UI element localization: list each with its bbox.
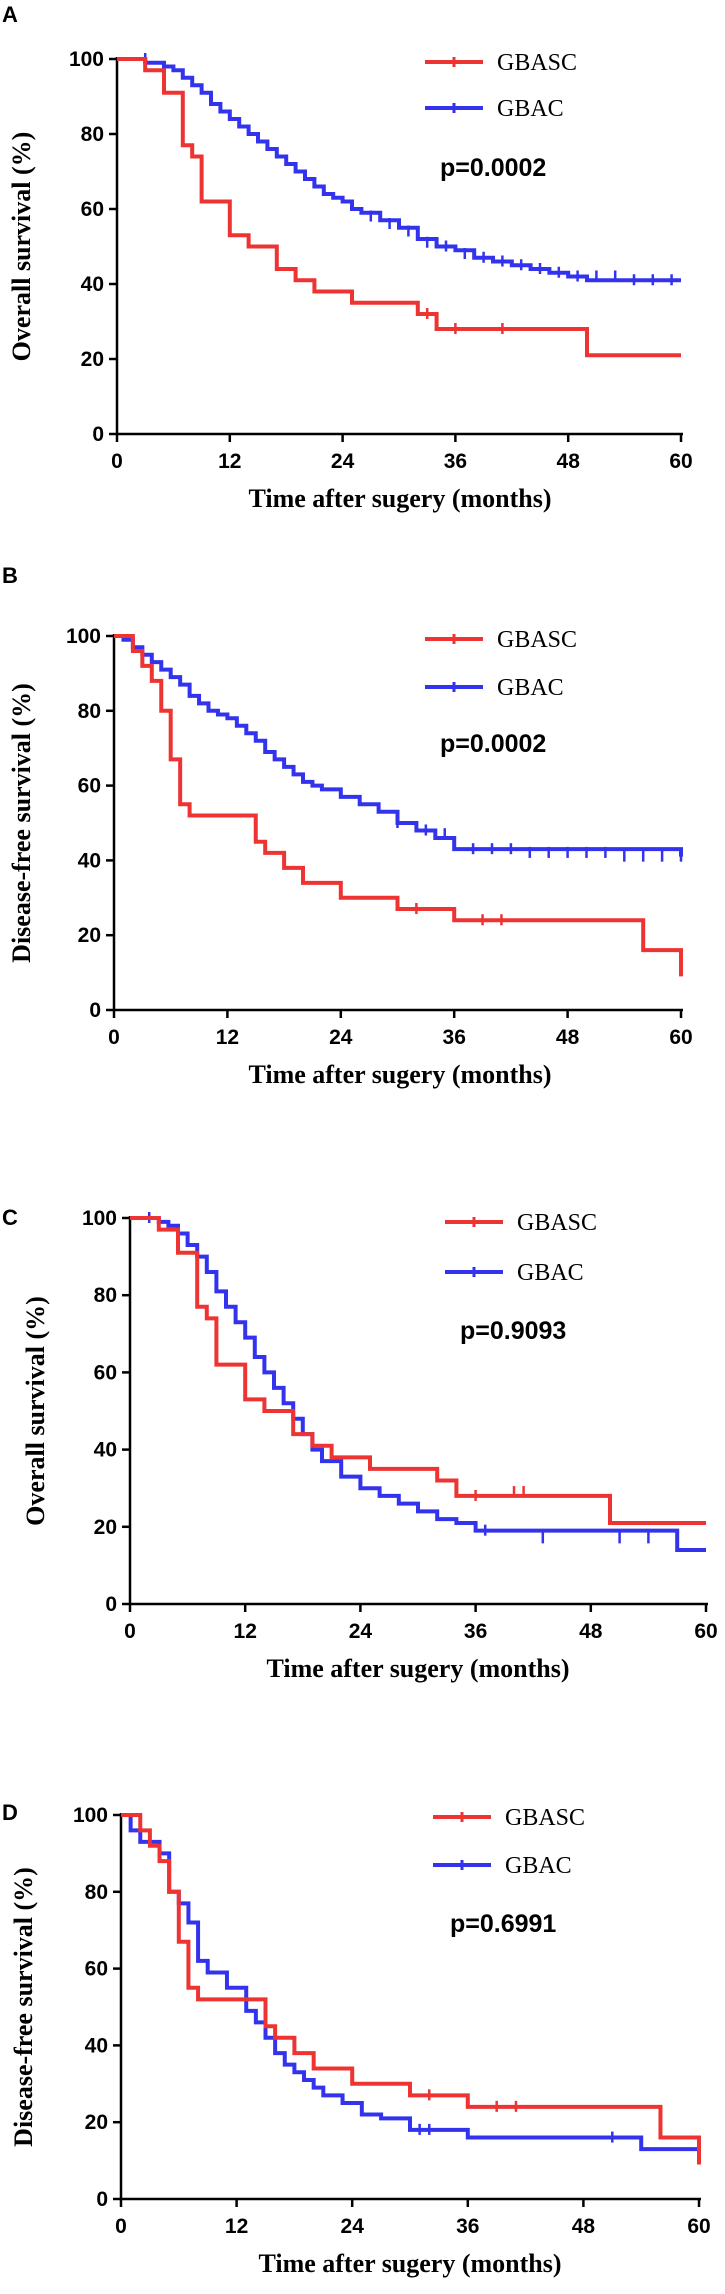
legend-label: GBASC	[497, 627, 577, 653]
p-value: p=0.6991	[450, 1910, 556, 1938]
x-tick-label: 60	[687, 2215, 710, 2238]
x-tick-label: 60	[669, 1026, 692, 1049]
x-tick-label: 0	[111, 450, 123, 473]
x-tick-label: 36	[456, 2215, 479, 2238]
x-tick-label: 48	[557, 450, 581, 473]
legend-label: GBAC	[497, 675, 564, 701]
panel-letter: D	[2, 1800, 18, 1825]
x-tick-label: 0	[108, 1026, 120, 1049]
y-tick-label: 40	[94, 1439, 117, 1462]
x-tick-label: 36	[444, 450, 467, 473]
x-tick-label: 60	[694, 1620, 717, 1643]
x-tick-label: 36	[443, 1026, 466, 1049]
y-tick-label: 100	[73, 1804, 108, 1827]
p-value: p=0.0002	[440, 730, 546, 758]
x-tick-label: 12	[225, 2215, 248, 2238]
legend-label: GBAC	[517, 1260, 584, 1286]
y-axis-title: Overall survival (%)	[7, 132, 36, 362]
x-tick-label: 48	[579, 1620, 603, 1643]
x-tick-label: 12	[234, 1620, 257, 1643]
x-tick-label: 48	[556, 1026, 580, 1049]
panel-a: A 0 20 40 60 80 100 0 12 24 36 48 60 Time after suger…	[2, 2, 693, 513]
x-tick-label: 24	[349, 1620, 373, 1643]
y-axis-title: Overall survival (%)	[21, 1296, 50, 1526]
panel-letter: C	[2, 1205, 18, 1230]
y-tick-label: 0	[96, 2188, 108, 2211]
y-tick-label: 80	[78, 700, 101, 723]
x-axis-title: Time after sugery (months)	[266, 1654, 569, 1683]
y-tick-label: 100	[69, 48, 104, 71]
x-tick-label: 12	[218, 450, 241, 473]
survival-curve-gbasc	[114, 634, 683, 977]
p-value: p=0.9093	[460, 1317, 566, 1345]
survival-curve-gbasc	[117, 57, 681, 358]
y-tick-label: 60	[94, 1361, 117, 1384]
y-tick-label: 20	[78, 924, 101, 947]
survival-curve-gbac	[130, 1216, 706, 1552]
y-tick-label: 80	[94, 1284, 117, 1307]
y-tick-label: 0	[89, 999, 101, 1022]
survival-curve-gbac	[117, 57, 681, 283]
y-axis-title: Disease-free survival (%)	[9, 1867, 38, 2147]
legend-label: GBASC	[505, 1805, 585, 1831]
survival-curve-gbac	[121, 1813, 699, 2152]
y-tick-label: 20	[81, 348, 104, 371]
survival-curve-gbasc	[130, 1216, 706, 1525]
legend-label: GBASC	[497, 50, 577, 76]
y-tick-label: 40	[78, 849, 101, 872]
panel-letter: A	[2, 2, 18, 27]
panel-letter: B	[2, 563, 18, 588]
x-tick-label: 48	[572, 2215, 596, 2238]
y-tick-label: 20	[85, 2111, 108, 2134]
panel-c: C 0 20 40 60 80 100 0 12 24 36 48 60 Time after suger…	[2, 1205, 718, 1683]
y-tick-label: 100	[82, 1207, 117, 1230]
survival-curve-gbac	[114, 634, 683, 857]
x-axis-title: Time after sugery (months)	[248, 484, 551, 513]
survival-curve-gbasc	[121, 1813, 701, 2165]
y-tick-label: 60	[81, 198, 104, 221]
y-axis-title: Disease-free survival (%)	[7, 683, 36, 963]
x-tick-label: 24	[329, 1026, 353, 1049]
x-axis-title: Time after sugery (months)	[248, 1060, 551, 1089]
x-tick-label: 24	[341, 2215, 365, 2238]
y-tick-label: 100	[66, 625, 101, 648]
panel-b: B 0 20 40 60 80 100 0 12 24 36 48 60 Time after suger…	[2, 563, 693, 1089]
y-tick-label: 0	[105, 1593, 117, 1616]
panel-d: D 0 20 40 60 80 100 0 12 24 36 48 60 Time after suger…	[2, 1800, 711, 2278]
y-tick-label: 0	[92, 423, 104, 446]
legend-label: GBAC	[505, 1853, 572, 1879]
x-tick-label: 0	[124, 1620, 136, 1643]
y-tick-label: 60	[78, 775, 101, 798]
x-axis-title: Time after sugery (months)	[258, 2249, 561, 2278]
x-tick-label: 0	[115, 2215, 127, 2238]
p-value: p=0.0002	[440, 154, 546, 182]
x-tick-label: 24	[331, 450, 355, 473]
y-tick-label: 60	[85, 1958, 108, 1981]
y-tick-label: 80	[81, 123, 104, 146]
y-tick-label: 80	[85, 1881, 108, 1904]
x-tick-label: 60	[669, 450, 692, 473]
y-tick-label: 40	[85, 2034, 108, 2057]
legend-label: GBASC	[517, 1210, 597, 1236]
x-tick-label: 36	[464, 1620, 487, 1643]
legend-label: GBAC	[497, 96, 564, 122]
y-tick-label: 40	[81, 273, 104, 296]
x-tick-label: 12	[216, 1026, 239, 1049]
y-tick-label: 20	[94, 1516, 117, 1539]
